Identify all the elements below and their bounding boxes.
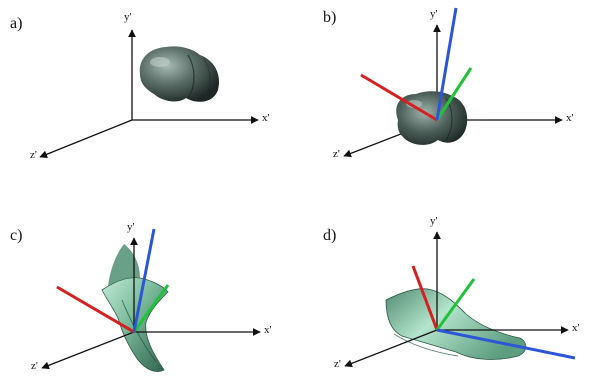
x-axis-label: x' (264, 324, 272, 336)
green-vector (132, 284, 170, 333)
axes: y' x' z' (31, 221, 272, 372)
axes: y' x' z' (334, 215, 580, 370)
panel-label: c) (10, 227, 22, 244)
y-axis-label: y' (430, 8, 438, 20)
z-axis-label: z' (30, 149, 37, 161)
y-axis-label: y' (430, 215, 438, 227)
panel-label: a) (10, 15, 22, 32)
y-axis-label: y' (124, 11, 132, 23)
blob-shape (139, 46, 220, 102)
z-axis (41, 331, 135, 370)
blue-vector (132, 228, 156, 333)
surface-shape (101, 244, 169, 372)
blue-vector (436, 328, 576, 360)
z-axis-label: z' (333, 148, 340, 160)
red-vector (360, 73, 438, 122)
panel-d: d) y' x' z' (323, 215, 580, 370)
panel-label: b) (323, 9, 336, 26)
z-axis (344, 329, 438, 368)
x-axis-label: x' (566, 112, 574, 124)
panel-a: a) y' x' z' (10, 11, 270, 161)
green-vector (435, 67, 473, 121)
green-vector (435, 278, 476, 331)
z-axis-label: z' (31, 360, 38, 372)
red-vector (56, 285, 135, 334)
panel-c: c) y' x' z' (10, 221, 272, 372)
axes: y' x' z' (30, 11, 270, 161)
blue-vector (435, 7, 458, 121)
z-axis-label: z' (334, 358, 341, 370)
y-axis-label: y' (127, 221, 135, 233)
x-axis-label: x' (572, 322, 580, 334)
red-vector (411, 265, 439, 331)
surface-shape (385, 288, 527, 360)
panel-b: b) y' x' z' (323, 7, 574, 160)
panel-label: d) (323, 227, 336, 244)
x-axis-label: x' (262, 112, 270, 124)
z-axis (39, 119, 133, 158)
